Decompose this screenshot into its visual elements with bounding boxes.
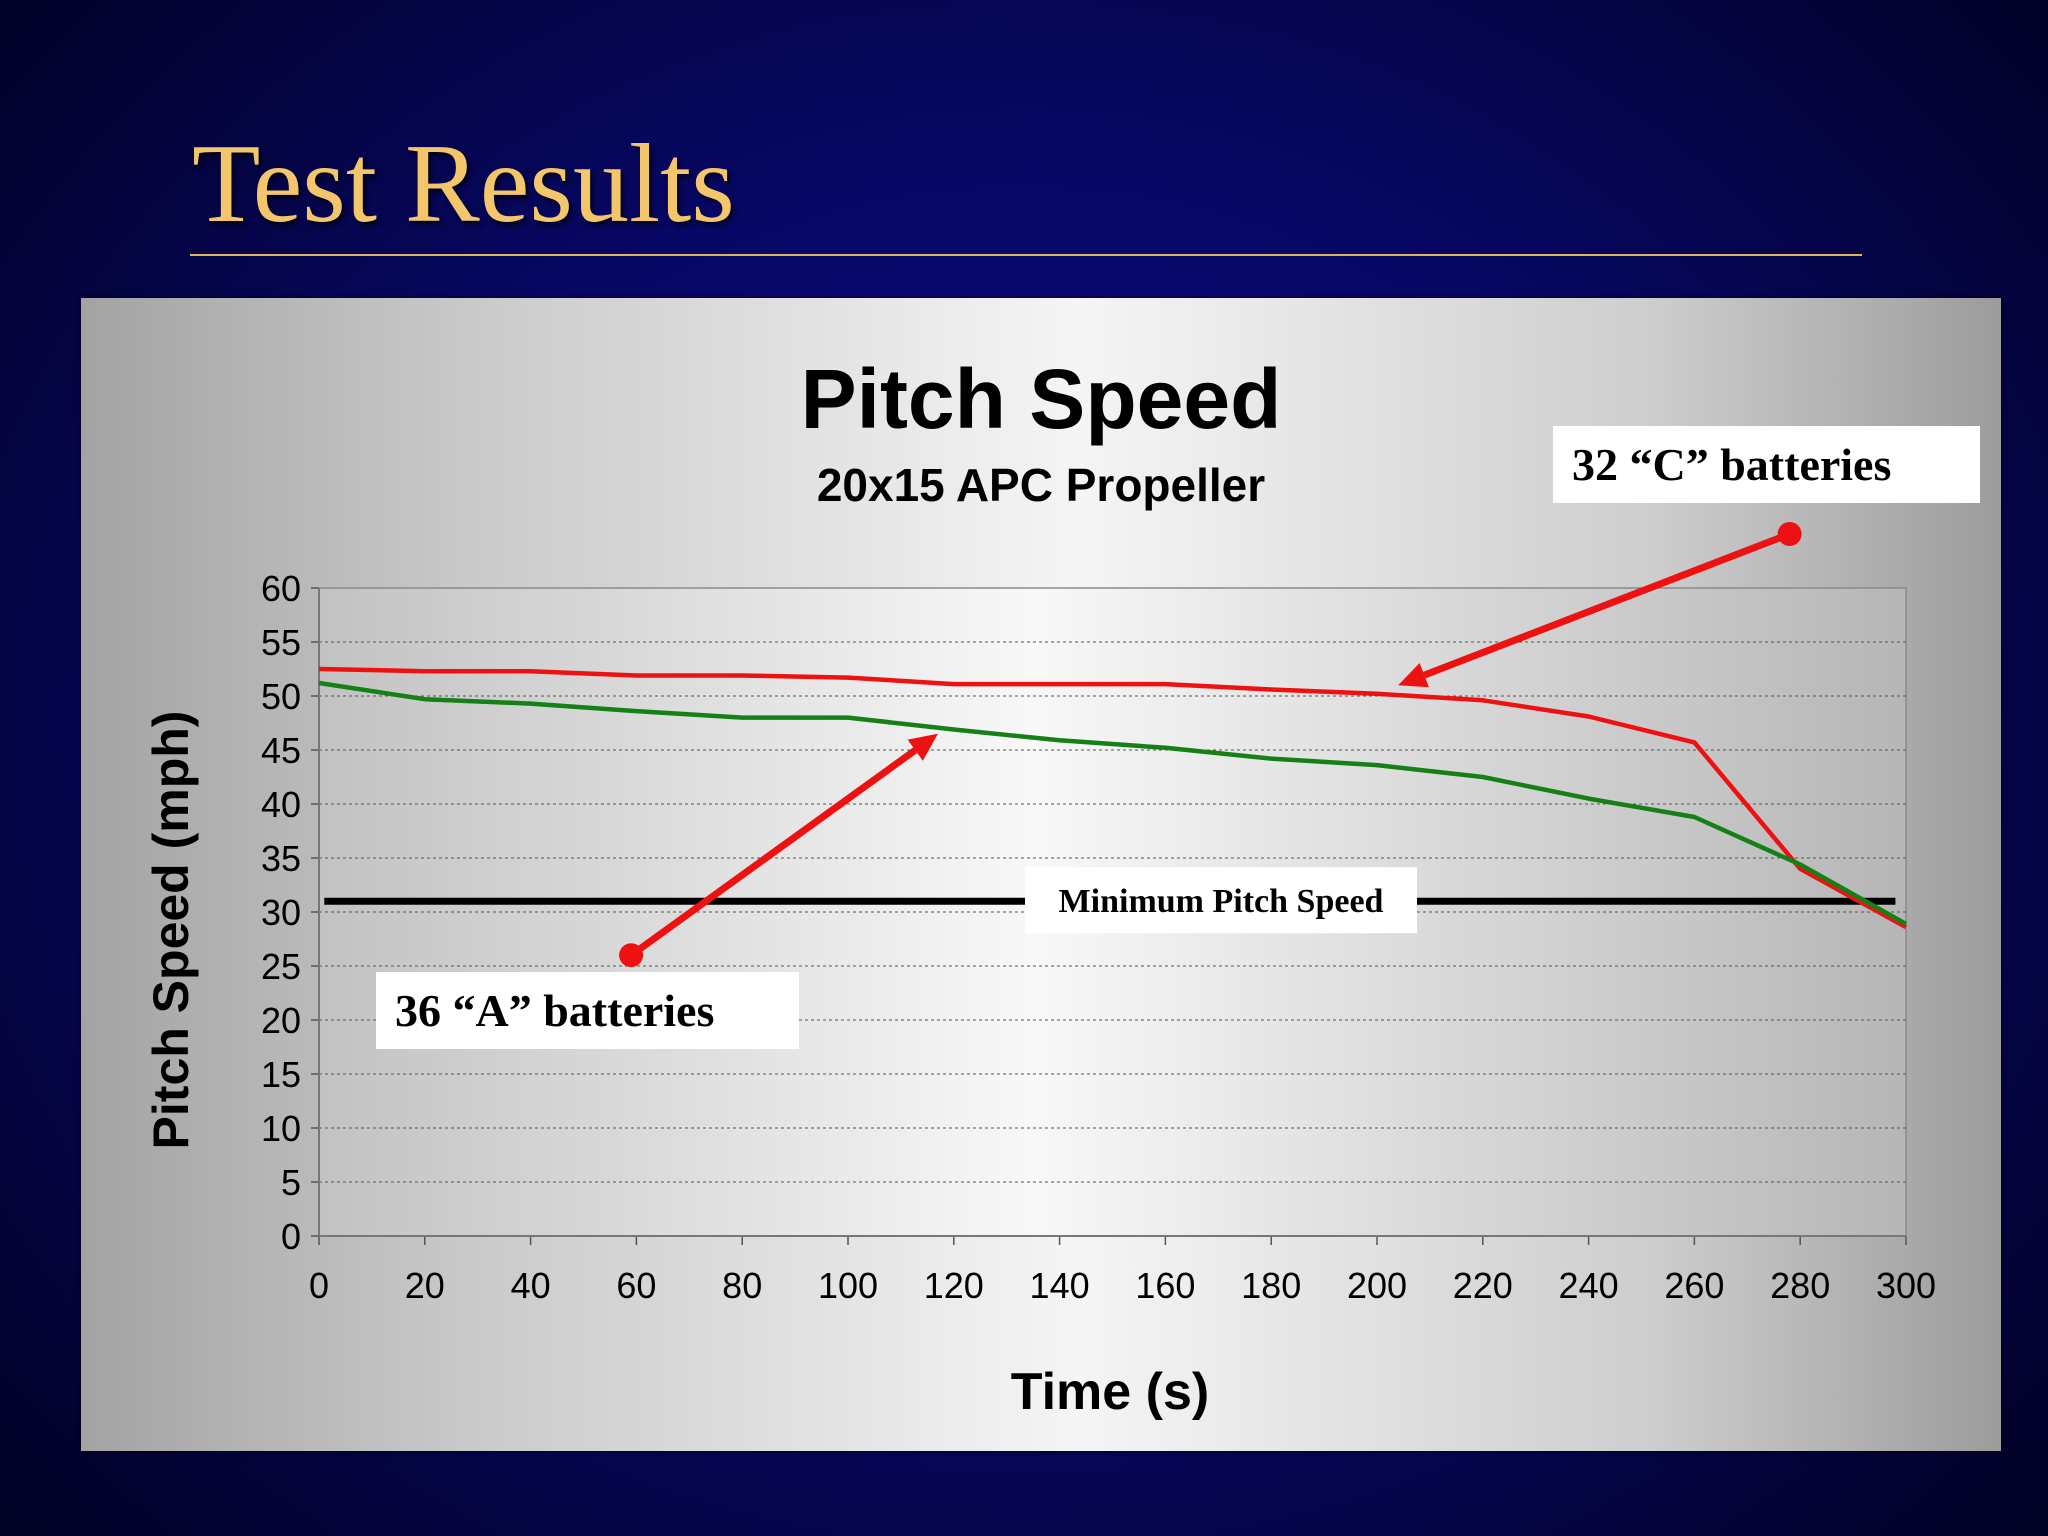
annotation-label-box — [376, 972, 799, 1049]
chart-title: Pitch Speed — [801, 352, 1282, 446]
axes: 0 5 10 15 20 25 30 35 40 45 50 55 60 0 20 40 60 80 100 120 1… — [261, 568, 1936, 1306]
y-tick-label: 55 — [261, 622, 301, 663]
y-tick-label: 5 — [281, 1162, 301, 1203]
x-tick-label: 260 — [1664, 1265, 1724, 1306]
annotation-dot — [1777, 522, 1802, 546]
annotation-label-box — [1553, 426, 1980, 503]
gridlines — [319, 641, 1906, 1183]
annotation-arrow-shaft — [1423, 530, 1791, 679]
y-tick-label: 10 — [261, 1108, 301, 1149]
y-tick-label: 20 — [261, 1000, 301, 1041]
x-tick-label: 120 — [924, 1265, 984, 1306]
y-tick-label: 0 — [281, 1216, 301, 1257]
x-tick-label: 40 — [511, 1265, 551, 1306]
x-axis-label: Time (s) — [1011, 1363, 1209, 1421]
x-tick-label: 140 — [1030, 1265, 1090, 1306]
annotations: 32 “C” batteries 36 “A” batteries — [376, 426, 1980, 1049]
y-tick-label: 40 — [261, 784, 301, 825]
x-tick-label: 240 — [1559, 1265, 1619, 1306]
x-tick-label: 160 — [1135, 1265, 1195, 1306]
x-tick-label: 200 — [1347, 1265, 1407, 1306]
annotation-arrow-head — [1398, 662, 1429, 688]
y-tick-label: 50 — [261, 676, 301, 717]
minimum-pitch-speed-label-box — [1025, 867, 1417, 934]
pitch-speed-chart: 0 5 10 15 20 25 30 35 40 45 50 55 60 0 20 40 60 80 100 120 1… — [143, 352, 1980, 1421]
annotation-dot — [619, 943, 644, 968]
y-tick-label: 35 — [261, 838, 301, 879]
annotation-label: 36 “A” batteries — [395, 985, 714, 1036]
y-tick-label: 45 — [261, 730, 301, 771]
x-tick-label: 0 — [309, 1265, 329, 1306]
x-tick-label: 300 — [1876, 1265, 1936, 1306]
x-tick-label: 20 — [405, 1265, 445, 1306]
annotation-label: 32 “C” batteries — [1572, 439, 1891, 490]
slide-title: Test Results — [192, 122, 735, 246]
x-tick-label: 220 — [1453, 1265, 1513, 1306]
series-lines: Minimum Pitch Speed — [318, 666, 1908, 934]
minimum-pitch-speed-label: Minimum Pitch Speed — [1059, 883, 1384, 920]
y-axis-label: Pitch Speed (mph) — [143, 711, 199, 1150]
x-tick-label: 60 — [616, 1265, 656, 1306]
series-line-2 — [318, 680, 1908, 926]
x-tick-label: 180 — [1241, 1265, 1301, 1306]
title-underline — [190, 254, 1862, 256]
y-tick-label: 30 — [261, 892, 301, 933]
chart-panel: 0 5 10 15 20 25 30 35 40 45 50 55 60 0 20 40 60 80 100 120 1… — [81, 298, 2001, 1451]
y-tick-label: 15 — [261, 1054, 301, 1095]
y-tick-label: 60 — [261, 568, 301, 609]
annotation-arrow-head — [907, 733, 938, 761]
annotation-arrow-shaft — [629, 747, 918, 959]
x-tick-label: 280 — [1770, 1265, 1830, 1306]
x-tick-label: 100 — [818, 1265, 878, 1306]
x-tick-label: 80 — [722, 1265, 762, 1306]
chart-subtitle: 20x15 APC Propeller — [817, 459, 1265, 511]
series-line-1 — [318, 666, 1908, 930]
y-tick-label: 25 — [261, 946, 301, 987]
